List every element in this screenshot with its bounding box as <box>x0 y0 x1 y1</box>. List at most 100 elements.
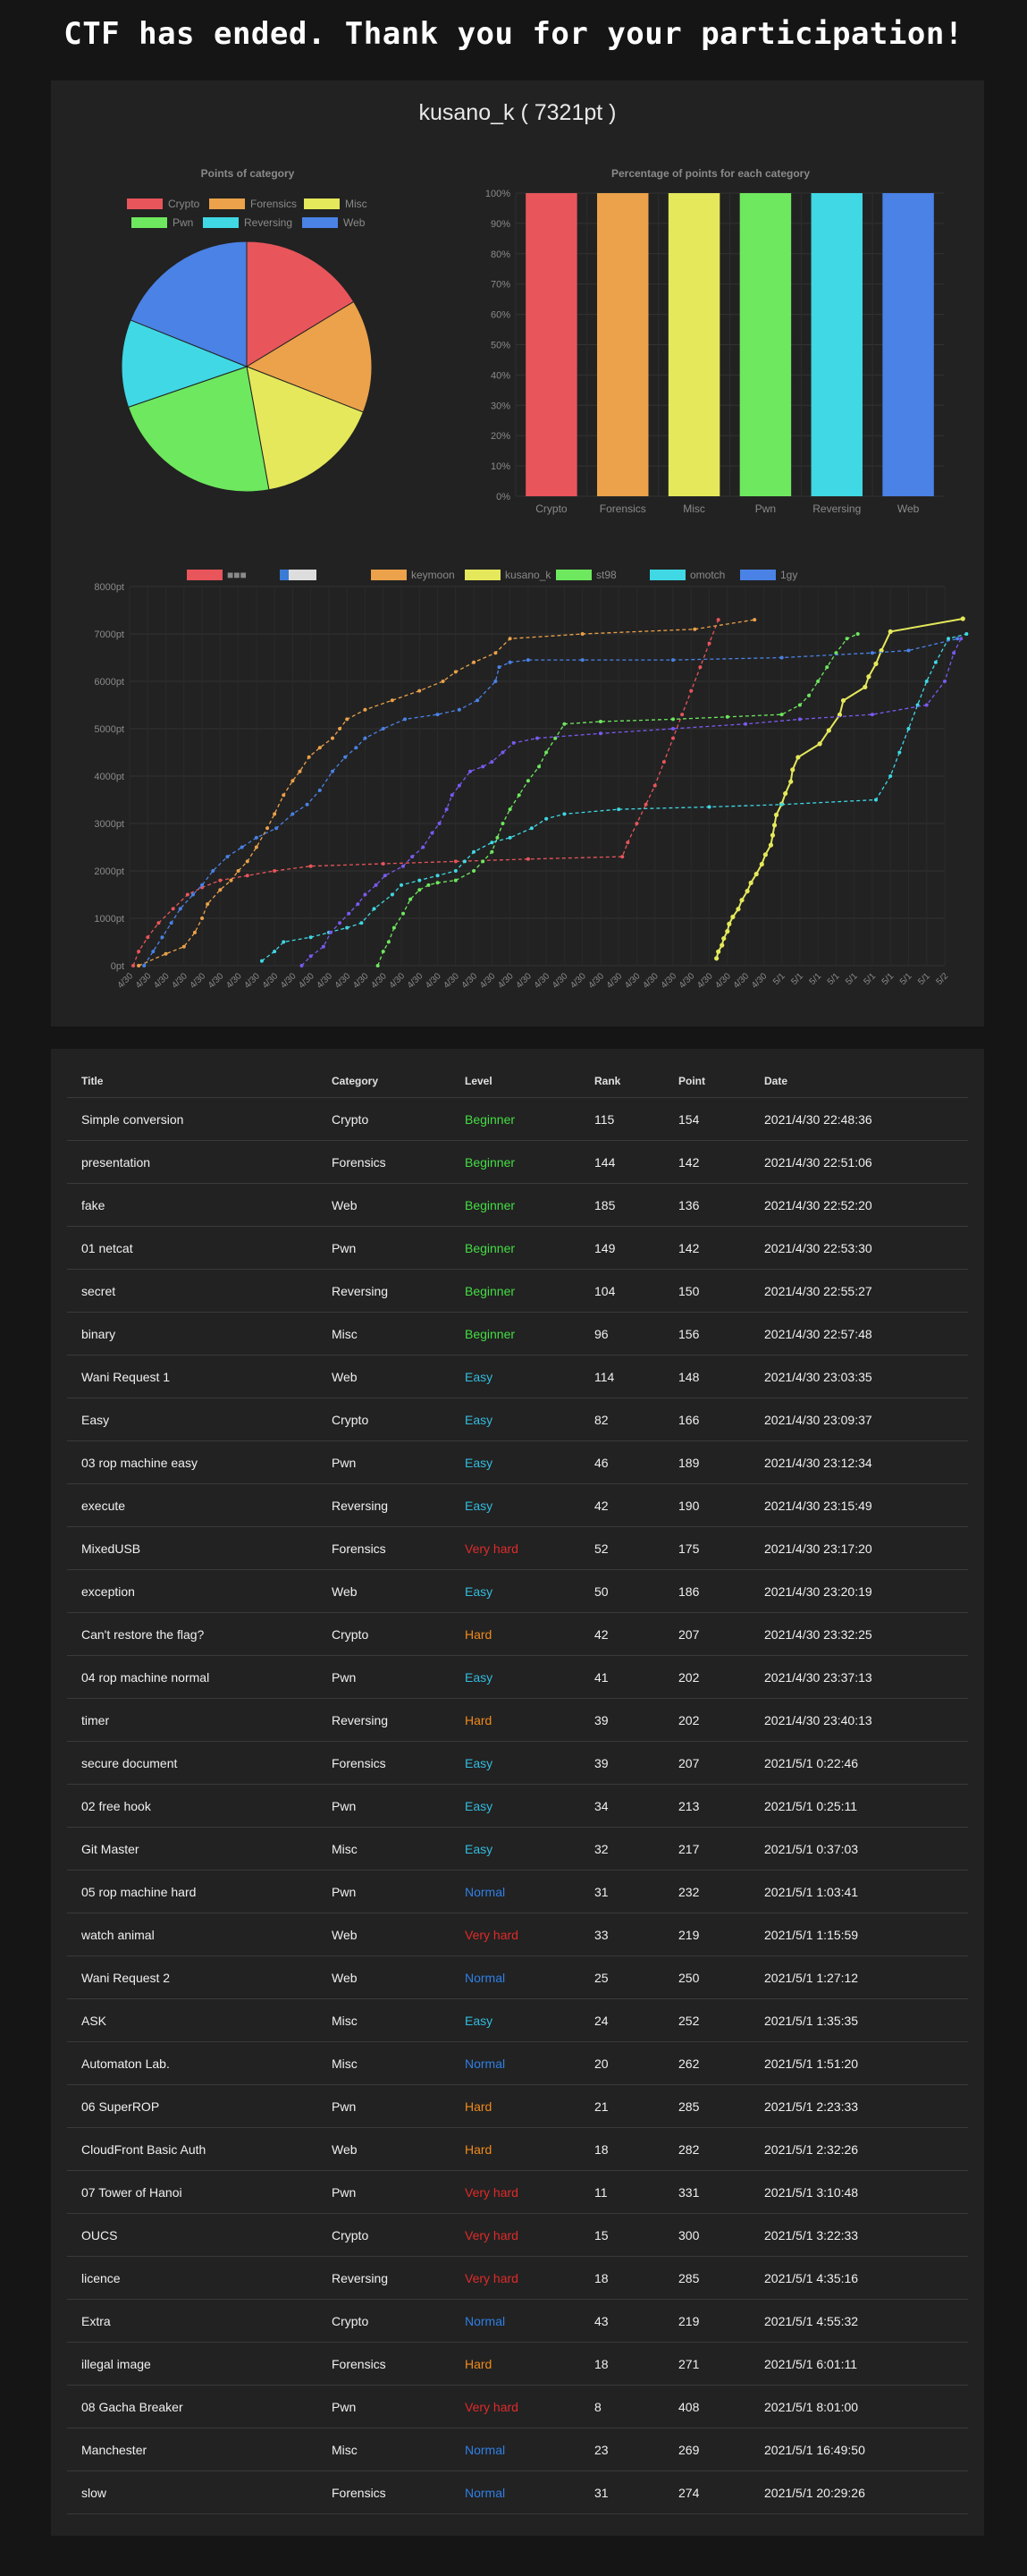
bar-chart-title: Percentage of points for each category <box>611 167 810 180</box>
series-point <box>759 861 764 867</box>
row-point: 274 <box>678 2470 764 2514</box>
series-point <box>363 892 367 897</box>
series-point <box>727 921 732 926</box>
row-rank: 18 <box>594 2342 678 2386</box>
row-point: 186 <box>678 1569 764 1613</box>
series-point <box>345 717 349 722</box>
line-x-tick: 4/30 <box>134 971 154 991</box>
series-point <box>644 802 648 807</box>
row-category: Misc <box>332 1827 465 1871</box>
bar-y-tick: 0% <box>496 492 510 503</box>
series-point <box>383 874 387 878</box>
row-point: 175 <box>678 1526 764 1570</box>
series-point <box>680 713 685 717</box>
row-rank: 52 <box>594 1526 678 1570</box>
row-title: timer <box>67 1698 332 1742</box>
row-category: Web <box>332 1955 465 1999</box>
user-title: kusano_k ( 7321pt ) <box>418 100 617 125</box>
row-rank: 15 <box>594 2213 678 2257</box>
row-point: 269 <box>678 2428 764 2471</box>
bar-y-tick: 10% <box>491 461 510 472</box>
bar-crypto <box>526 193 577 496</box>
series-point <box>797 717 802 722</box>
row-rank: 115 <box>594 1097 678 1141</box>
bar-reversing <box>811 193 863 496</box>
line-x-tick: 5/1 <box>880 971 897 987</box>
series-point <box>457 783 461 788</box>
row-title: MixedUSB <box>67 1526 332 1570</box>
series-point <box>417 878 422 883</box>
row-category: Pwn <box>332 1655 465 1699</box>
series-point <box>381 950 385 954</box>
row-level: Easy <box>465 1483 594 1527</box>
table-row: Easy Crypto Easy 82 166 2021/4/30 23:09:37 <box>67 1398 968 1441</box>
row-date: 2021/5/1 1:51:20 <box>764 2041 968 2085</box>
series-point <box>401 864 406 868</box>
series-point <box>959 637 964 641</box>
series-point <box>164 951 168 956</box>
series-point <box>190 892 195 897</box>
series-point <box>426 883 431 887</box>
line-x-tick: 4/30 <box>424 971 443 991</box>
series-point <box>328 930 333 934</box>
line-legend-label: kusano_k <box>505 569 551 581</box>
row-category: Web <box>332 1913 465 1956</box>
row-rank: 32 <box>594 1827 678 1871</box>
row-level: Hard <box>465 1612 594 1656</box>
pie-slice-pwn <box>127 366 270 493</box>
pie-slice-crypto <box>246 241 355 367</box>
series-point <box>472 660 476 664</box>
row-rank: 50 <box>594 1569 678 1613</box>
series-point <box>707 805 711 809</box>
series-point <box>508 807 512 812</box>
row-level: Beginner <box>465 1269 594 1313</box>
series-point <box>356 902 360 907</box>
table-row: execute Reversing Easy 42 190 2021/4/30 23:15… <box>67 1483 968 1527</box>
series-point <box>453 670 458 674</box>
series-point <box>825 665 829 670</box>
row-level: Normal <box>465 2299 594 2343</box>
row-point: 190 <box>678 1483 764 1527</box>
series-point <box>906 727 911 731</box>
line-x-tick: 5/1 <box>916 971 932 987</box>
row-point: 219 <box>678 2299 764 2343</box>
legend-swatch <box>203 217 239 228</box>
solves-table: Title Category Level Rank Point Date Sim… <box>67 1065 968 2514</box>
row-title: watch animal <box>67 1913 332 1956</box>
series-point <box>526 779 530 783</box>
series-point <box>453 869 458 873</box>
row-category: Reversing <box>332 1698 465 1742</box>
series-point <box>290 812 295 816</box>
series-point <box>200 883 205 887</box>
series-point <box>598 720 602 724</box>
legend-label: Crypto <box>168 198 200 210</box>
row-rank: 185 <box>594 1183 678 1227</box>
solves-card: Title Category Level Rank Point Date Sim… <box>51 1049 984 2536</box>
row-level: Easy <box>465 1784 594 1828</box>
series-point <box>254 835 258 840</box>
line-x-tick: 5/1 <box>862 971 878 987</box>
row-point: 154 <box>678 1097 764 1141</box>
series-point <box>888 629 893 635</box>
series-point <box>245 859 249 864</box>
table-row: CloudFront Basic Auth Web Hard 18 282 2021/5/… <box>67 2127 968 2171</box>
series-point <box>290 779 295 783</box>
series-point <box>501 750 505 755</box>
series-point <box>906 648 911 653</box>
series-point <box>359 921 364 925</box>
line-x-tick: 5/1 <box>771 971 787 987</box>
series-point <box>580 632 585 636</box>
row-title: binary <box>67 1312 332 1356</box>
row-level: Easy <box>465 1741 594 1785</box>
line-x-tick: 4/30 <box>750 971 770 991</box>
series-point <box>185 892 189 897</box>
line-y-tick: 5000pt <box>94 724 124 735</box>
line-x-tick: 4/30 <box>189 971 208 991</box>
row-category: Web <box>332 1569 465 1613</box>
row-date: 2021/4/30 22:53:30 <box>764 1226 968 1270</box>
legend-swatch <box>304 198 340 209</box>
row-level: Easy <box>465 1998 594 2042</box>
row-rank: 114 <box>594 1355 678 1398</box>
line-legend-label: 1gy <box>780 569 797 581</box>
row-date: 2021/5/1 2:32:26 <box>764 2127 968 2171</box>
